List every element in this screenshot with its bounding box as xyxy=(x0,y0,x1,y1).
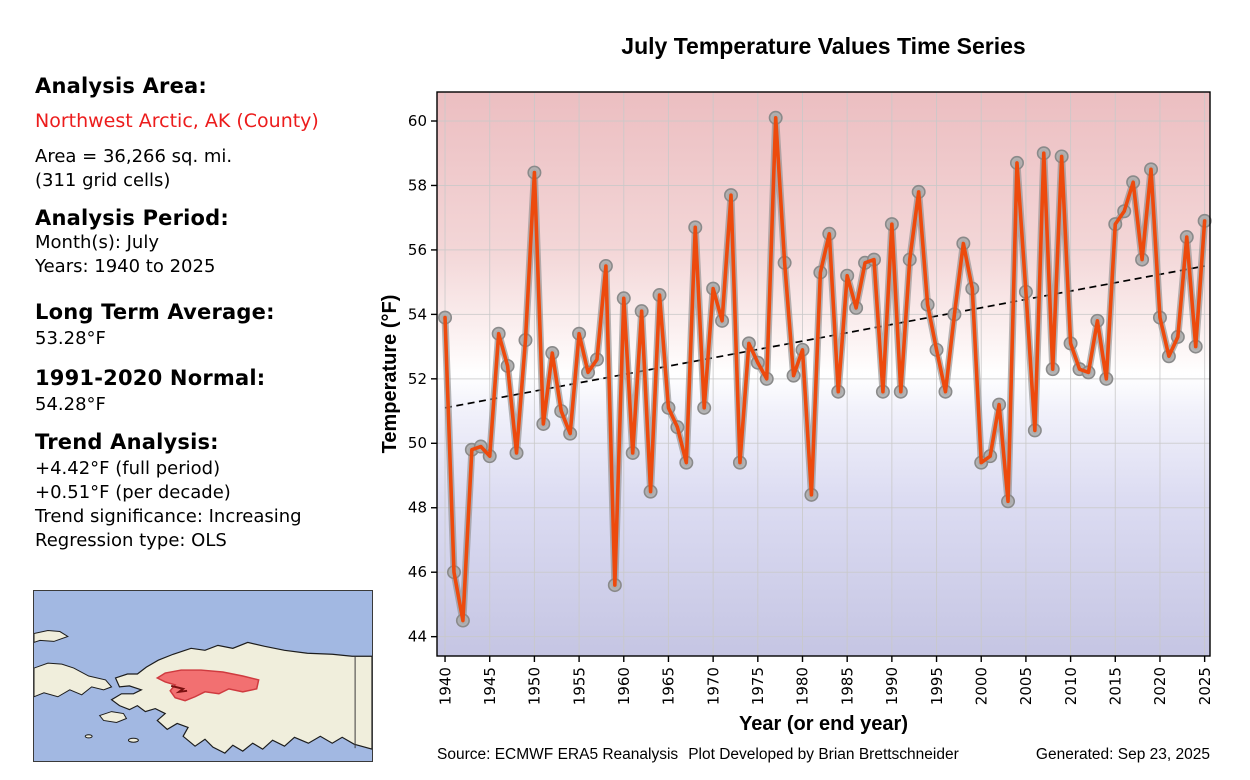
x-tick-label: 1965 xyxy=(660,667,678,705)
trend-analysis-heading: Trend Analysis: xyxy=(35,430,219,454)
locator-map xyxy=(33,590,373,762)
x-tick-label: 2010 xyxy=(1062,667,1080,705)
plot-border xyxy=(436,91,1211,657)
y-tick-label: 60 xyxy=(408,112,427,130)
grid-cells-line: (311 grid cells) xyxy=(35,170,171,191)
map-highlight-detail xyxy=(170,684,188,694)
map-russia-north-sliver xyxy=(34,630,69,643)
x-tick-label: 1975 xyxy=(749,667,767,705)
years-line: Years: 1940 to 2025 xyxy=(35,256,216,277)
series-line xyxy=(443,115,1207,623)
analysis-area-value: Northwest Arctic, AK (County) xyxy=(35,110,319,132)
y-axis-label: Temperature (°F) xyxy=(380,295,401,454)
regression-type: Regression type: OLS xyxy=(35,530,227,551)
trend-per-decade: +0.51°F (per decade) xyxy=(35,482,231,503)
x-tick-label: 2025 xyxy=(1196,667,1214,705)
x-tick-label: 1970 xyxy=(704,667,722,705)
footer-generated: Generated: Sep 23, 2025 xyxy=(1035,746,1210,763)
x-tick-label: 1960 xyxy=(615,667,633,705)
x-tick-label: 1985 xyxy=(838,667,856,705)
analysis-period-heading: Analysis Period: xyxy=(35,206,230,230)
x-tick-label: 1990 xyxy=(883,667,901,705)
y-tick-label: 48 xyxy=(408,499,427,517)
map-island-small-2 xyxy=(84,734,93,739)
y-tick-label: 46 xyxy=(408,563,427,581)
y-tick-label: 50 xyxy=(408,434,427,452)
x-axis-label: Year (or end year) xyxy=(739,713,908,735)
normal-value: 54.28°F xyxy=(35,394,106,415)
trend-full-period: +4.42°F (full period) xyxy=(35,458,221,479)
y-tick-label: 56 xyxy=(408,241,427,259)
footer-credit: Plot Developed by Brian Brettschneider xyxy=(688,746,959,763)
y-tick-label: 44 xyxy=(408,628,427,646)
x-tick-label: 2000 xyxy=(972,667,990,705)
y-tick-label: 54 xyxy=(408,305,427,323)
area-size-line: Area = 36,266 sq. mi. xyxy=(35,146,233,167)
x-tick-label: 2015 xyxy=(1107,667,1125,705)
x-tick-label: 2020 xyxy=(1151,667,1169,705)
map-island-st-lawrence xyxy=(98,711,128,723)
x-tick-label: 1940 xyxy=(436,667,454,705)
x-tick-label: 1955 xyxy=(570,667,588,705)
chart-title: July Temperature Values Time Series xyxy=(621,33,1026,59)
x-tick-label: 1950 xyxy=(526,667,544,705)
map-island-small-1 xyxy=(127,737,139,743)
x-tick-label: 2005 xyxy=(1017,667,1035,705)
y-tick-label: 58 xyxy=(408,176,427,194)
long-term-average-value: 53.28°F xyxy=(35,328,106,349)
long-term-average-heading: Long Term Average: xyxy=(35,300,275,324)
x-tick-label: 1945 xyxy=(481,667,499,705)
normal-heading: 1991-2020 Normal: xyxy=(35,366,266,390)
map-highlight-region xyxy=(155,669,260,702)
y-tick-label: 52 xyxy=(408,370,427,388)
footer-source: Source: ECMWF ERA5 Reanalysis xyxy=(437,746,679,763)
timeseries-chart: 44 46 48 50 52 54 56 58 60 1940 1945 1950 1955 1960 19… xyxy=(380,91,1214,735)
map-russia-chukotka xyxy=(34,662,113,698)
trend-significance: Trend significance: Increasing xyxy=(35,506,302,527)
analysis-area-heading: Analysis Area: xyxy=(35,74,207,98)
locator-map-svg xyxy=(34,591,372,761)
x-tick-label: 1995 xyxy=(928,667,946,705)
map-alaska-mainland xyxy=(110,641,372,754)
months-line: Month(s): July xyxy=(35,232,159,253)
x-tick-label: 1980 xyxy=(794,667,812,705)
